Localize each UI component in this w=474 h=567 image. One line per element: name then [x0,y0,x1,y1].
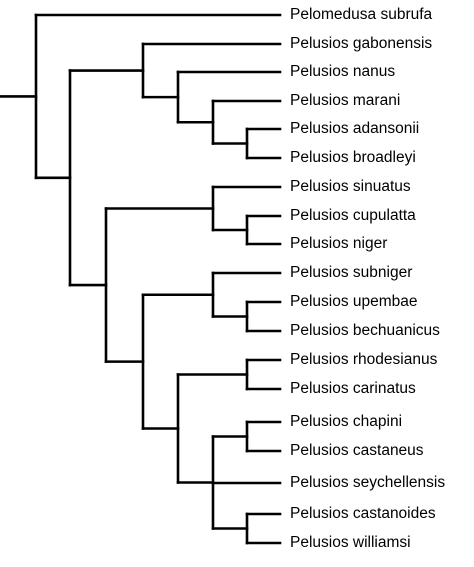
taxon-label-pelusios-cupulatta: Pelusios cupulatta [290,207,416,224]
taxon-label-pelusios-marani: Pelusios marani [290,92,400,109]
taxon-label-pelomedusa-subrufa: Pelomedusa subrufa [290,6,433,23]
taxon-label-pelusios-sinuatus: Pelusios sinuatus [290,178,411,195]
taxon-label-pelusios-carinatus: Pelusios carinatus [290,380,416,397]
taxon-label-pelusios-rhodesianus: Pelusios rhodesianus [290,351,438,368]
taxon-label-pelusios-subniger: Pelusios subniger [290,264,412,281]
taxon-label-pelusios-williamsi: Pelusios williamsi [290,534,411,551]
taxon-label-pelusios-bechuanicus: Pelusios bechuanicus [290,322,440,339]
taxon-label-pelusios-adansonii: Pelusios adansonii [290,120,419,137]
taxon-label-pelusios-upembae: Pelusios upembae [290,293,418,310]
taxon-label-pelusios-castanoides: Pelusios castanoides [290,505,436,522]
taxon-label-pelusios-broadleyi: Pelusios broadleyi [290,149,416,166]
taxon-labels: Pelomedusa subrufa Pelusios gabonensis P… [290,6,445,551]
taxon-label-pelusios-niger: Pelusios niger [290,235,387,252]
taxon-label-pelusios-chapini: Pelusios chapini [290,413,402,430]
taxon-label-pelusios-gabonensis: Pelusios gabonensis [290,35,432,52]
taxon-label-pelusios-nanus: Pelusios nanus [290,63,395,80]
taxon-label-pelusios-seychellensis: Pelusios seychellensis [290,474,445,491]
tree-branches [0,13,282,545]
taxon-label-pelusios-castaneus: Pelusios castaneus [290,442,424,459]
